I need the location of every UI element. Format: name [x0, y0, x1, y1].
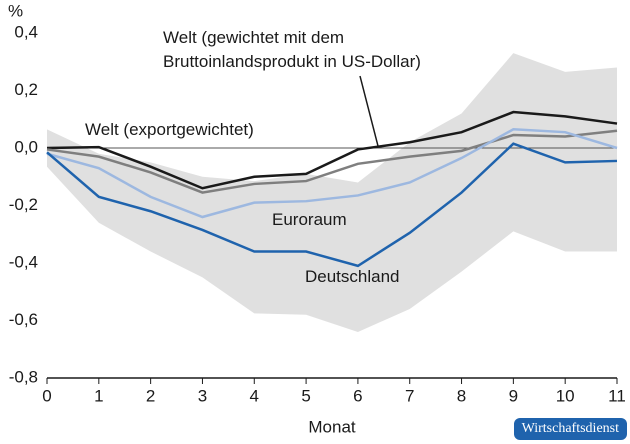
series-label: Euroraum	[272, 210, 347, 229]
range-band	[47, 53, 617, 332]
x-tick-label: 3	[198, 386, 207, 405]
y-tick-label: -0,4	[9, 252, 38, 271]
y-tick-label: -0,8	[9, 367, 38, 386]
series-line	[46, 129, 618, 194]
series-label: Welt (exportgewichtet)	[85, 120, 254, 139]
x-tick-label: 11	[608, 386, 626, 405]
y-tick-label: -0,2	[9, 195, 38, 214]
x-axis-label: Monat	[308, 417, 356, 436]
x-tick-label: 2	[146, 386, 155, 405]
x-tick-label: 10	[556, 386, 575, 405]
y-unit-label: %	[8, 1, 23, 20]
y-tick-label: 0,2	[14, 80, 38, 99]
series-line	[46, 110, 618, 190]
series-label: Deutschland	[305, 267, 400, 286]
x-tick-label: 7	[405, 386, 414, 405]
x-tick-label: 6	[353, 386, 362, 405]
y-tick-label: -0,6	[9, 310, 38, 329]
series-line	[46, 142, 618, 268]
y-tick-label: 0,4	[14, 22, 38, 41]
label-pointer	[359, 75, 379, 147]
source-badge: Wirtschaftsdienst	[513, 418, 627, 440]
x-tick-label: 8	[457, 386, 466, 405]
x-tick-label: 9	[509, 386, 518, 405]
y-tick-label: 0,0	[14, 137, 38, 156]
series-line	[46, 128, 618, 219]
x-tick-label: 0	[42, 386, 51, 405]
series-label: Welt (gewichtet mit dem Bruttoinlandspro…	[163, 28, 421, 71]
x-tick-label: 5	[301, 386, 310, 405]
x-tick-label: 1	[94, 386, 103, 405]
x-tick-label: 4	[250, 386, 259, 405]
